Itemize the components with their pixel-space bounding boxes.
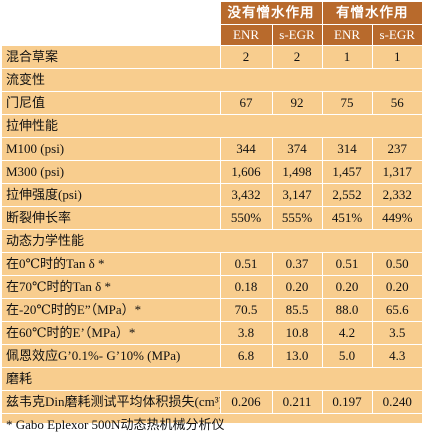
- subheader-blank-cell: [2, 25, 220, 46]
- table-cell: 0.51: [322, 253, 372, 276]
- group-header-no-hydrophobic: 没有憎水作用: [220, 2, 322, 25]
- row-label: 在-20℃时的E”（MPa）*: [2, 299, 220, 322]
- table-cell: 0.50: [372, 253, 422, 276]
- table-cell: 0.37: [272, 253, 322, 276]
- table-cell: 0.20: [272, 276, 322, 299]
- table-cell: 1,606: [220, 161, 272, 184]
- section-title: 磨耗: [2, 368, 422, 391]
- section-header-row: 流变性: [2, 69, 422, 92]
- table-cell: 0.20: [372, 276, 422, 299]
- table-cell: 13.0: [272, 345, 322, 368]
- table-cell: 0.18: [220, 276, 272, 299]
- table-cell: 314: [322, 138, 372, 161]
- section-title: 流变性: [2, 69, 422, 92]
- table-cell: 237: [372, 138, 422, 161]
- table-cell: 2,552: [322, 184, 372, 207]
- table-cell: 2,332: [372, 184, 422, 207]
- column-header-segr-1: s-EGR: [272, 25, 322, 46]
- table-cell: 344: [220, 138, 272, 161]
- footnote-row: * Gabo Eplexor 500N动态热机械分析仪: [2, 414, 422, 435]
- section-title: 动态力学性能: [2, 230, 422, 253]
- table-cell: 88.0: [322, 299, 372, 322]
- table-cell: 550%: [220, 207, 272, 230]
- table-cell: 0.211: [272, 391, 322, 414]
- row-label: 拉伸强度(psi): [2, 184, 220, 207]
- table-cell: 65.6: [372, 299, 422, 322]
- table-cell: 1,317: [372, 161, 422, 184]
- table-cell: 555%: [272, 207, 322, 230]
- table-cell: 56: [372, 92, 422, 115]
- table-cell: 67: [220, 92, 272, 115]
- table-cell: 6.8: [220, 345, 272, 368]
- row-label: 断裂伸长率: [2, 207, 220, 230]
- group-header-hydrophobic: 有憎水作用: [322, 2, 422, 25]
- table-cell: 3,147: [272, 184, 322, 207]
- table-cell: 451%: [322, 207, 372, 230]
- table-cell: 2: [272, 46, 322, 69]
- section-header-row: 拉伸性能: [2, 115, 422, 138]
- table-cell: 0.197: [322, 391, 372, 414]
- row-label: 在60℃时的E’（MPa）*: [2, 322, 220, 345]
- table-cell: 3,432: [220, 184, 272, 207]
- table-cell: 0.240: [372, 391, 422, 414]
- footnote: * Gabo Eplexor 500N动态热机械分析仪: [2, 414, 422, 435]
- row-label: 混合草案: [2, 46, 220, 69]
- table-cell: 85.5: [272, 299, 322, 322]
- table-cell: 70.5: [220, 299, 272, 322]
- column-header-enr-2: ENR: [322, 25, 372, 46]
- sub-header-row: ENR s-EGR ENR s-EGR: [2, 25, 422, 46]
- table-cell: 75: [322, 92, 372, 115]
- row-label: 在0℃时的Tan δ *: [2, 253, 220, 276]
- group-header-row: 没有憎水作用 有憎水作用: [2, 2, 422, 25]
- table-cell: 1: [322, 46, 372, 69]
- section-header-row: 磨耗: [2, 368, 422, 391]
- row-label: 在70℃时的Tan δ *: [2, 276, 220, 299]
- table-cell: 4.3: [372, 345, 422, 368]
- table-cell: 0.51: [220, 253, 272, 276]
- section-header-row: 动态力学性能: [2, 230, 422, 253]
- row-label: 兹韦克Din磨耗测试平均体积损失(cm³): [2, 391, 220, 414]
- row-label: 门尼值: [2, 92, 220, 115]
- table-cell: 1,498: [272, 161, 322, 184]
- table-cell: 1,457: [322, 161, 372, 184]
- column-header-enr-1: ENR: [220, 25, 272, 46]
- header-blank-cell: [2, 2, 220, 25]
- table-cell: 449%: [372, 207, 422, 230]
- table-cell: 374: [272, 138, 322, 161]
- table-cell: 5.0: [322, 345, 372, 368]
- table-cell: 0.206: [220, 391, 272, 414]
- table-cell: 0.20: [322, 276, 372, 299]
- table-cell: 3.8: [220, 322, 272, 345]
- table-cell: 10.8: [272, 322, 322, 345]
- table-cell: 3.5: [372, 322, 422, 345]
- section-title: 拉伸性能: [2, 115, 422, 138]
- table-cell: 92: [272, 92, 322, 115]
- table-cell: 2: [220, 46, 272, 69]
- row-label: 佩恩效应G’0.1%- G’10% (MPa): [2, 345, 220, 368]
- column-header-segr-2: s-EGR: [372, 25, 422, 46]
- table-cell: 4.2: [322, 322, 372, 345]
- row-label: M100 (psi): [2, 138, 220, 161]
- row-label: M300 (psi): [2, 161, 220, 184]
- table-cell: 1: [372, 46, 422, 69]
